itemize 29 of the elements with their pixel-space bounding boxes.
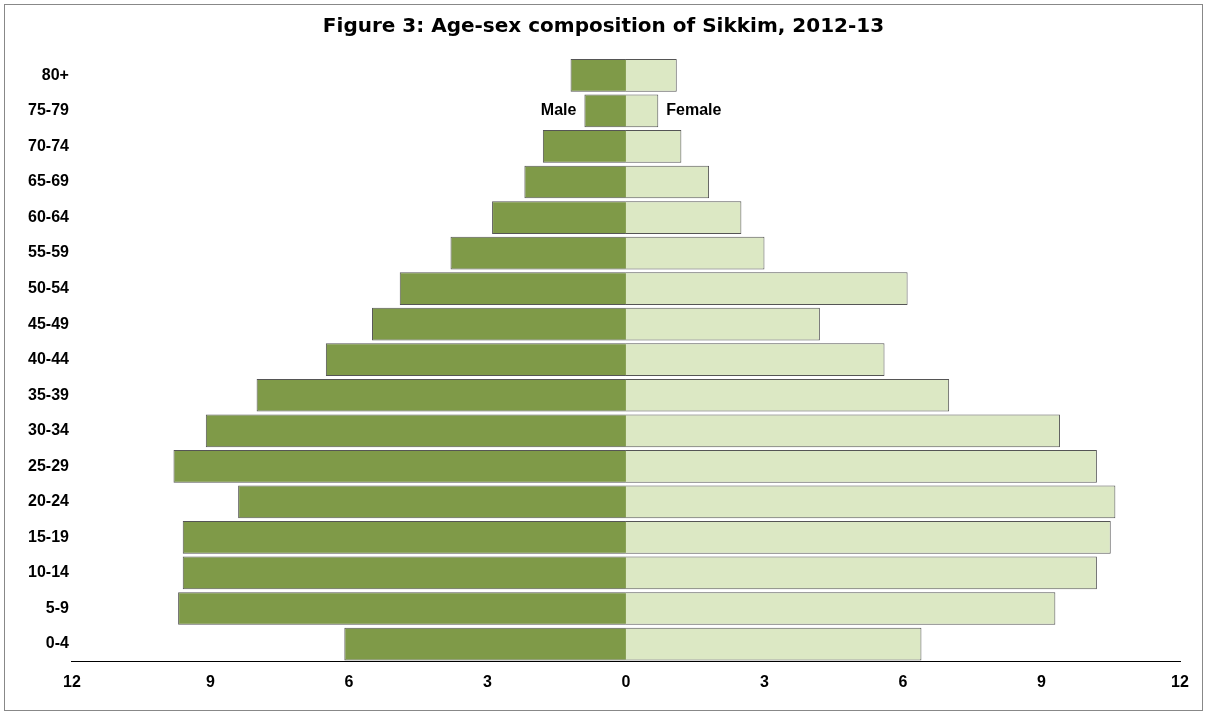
- y-tick-label: 65-69: [28, 172, 70, 190]
- y-tick-label: 40-44: [28, 350, 70, 368]
- y-tick-label: 50-54: [28, 279, 70, 297]
- y-tick-label: 25-29: [28, 456, 70, 474]
- x-tick-label: 9: [205, 672, 215, 690]
- y-tick-label: 45-49: [28, 314, 70, 332]
- y-tick-label: 20-24: [28, 492, 70, 510]
- x-tick-label: 12: [63, 672, 81, 690]
- y-tick-label: 60-64: [28, 207, 70, 225]
- x-tick-label: 6: [898, 672, 908, 690]
- series-label: Female: [666, 101, 722, 119]
- x-tick-label: 3: [483, 672, 492, 690]
- y-tick-label: 0-4: [45, 634, 70, 652]
- y-tick-label: 70-74: [28, 136, 70, 154]
- y-tick-label: 75-79: [28, 101, 70, 119]
- chart-title: Figure 3: Age-sex composition of Sikkim, 2012-13: [321, 13, 886, 37]
- y-tick-label: 15-19: [28, 527, 70, 545]
- x-tick-label: 9: [1037, 672, 1047, 690]
- y-tick-label: 5-9: [45, 598, 70, 616]
- y-tick-label: 10-14: [28, 563, 70, 581]
- x-tick-label: 0: [621, 672, 631, 690]
- y-tick-label: 55-59: [28, 243, 70, 261]
- x-tick-label: 12: [1171, 672, 1189, 690]
- y-tick-label: 80+: [41, 65, 69, 83]
- series-label: Male: [540, 101, 577, 119]
- x-tick-label: 6: [344, 672, 354, 690]
- x-tick-label: 3: [760, 672, 770, 690]
- y-tick-label: 30-34: [28, 421, 70, 439]
- y-tick-label: 35-39: [28, 385, 70, 403]
